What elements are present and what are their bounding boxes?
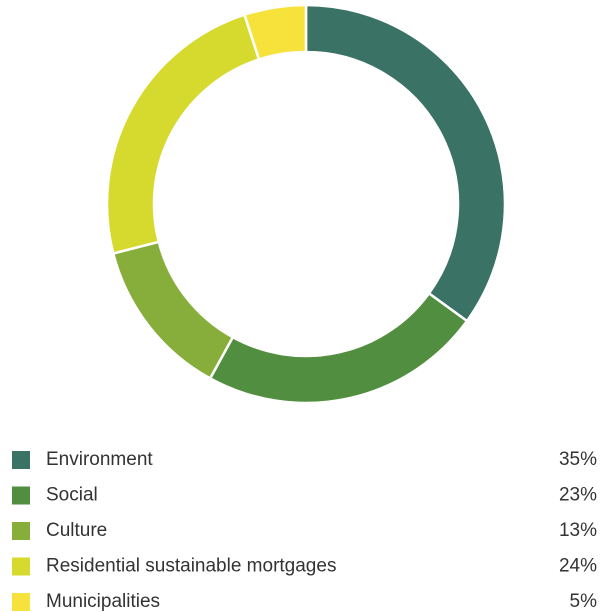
value-label: 13% [559, 520, 597, 541]
legend-swatch [12, 522, 30, 540]
value-label: 5% [570, 591, 598, 612]
legend-label: Culture [46, 520, 107, 541]
value-label: 23% [559, 485, 597, 506]
legend-swatch [12, 557, 30, 576]
legend-swatch [12, 593, 30, 611]
donut-segment [111, 240, 235, 381]
legend-swatch [12, 451, 30, 469]
donut-segment [208, 291, 469, 405]
legend-swatch [12, 486, 30, 505]
legend-label: Social [46, 485, 98, 506]
legend-label: Residential sustainable mortgages [46, 556, 336, 577]
legend-label: Environment [46, 449, 153, 470]
donut-segment [105, 13, 261, 256]
value-label: 24% [559, 556, 597, 577]
value-label: 35% [559, 449, 597, 470]
donut-segment [242, 3, 308, 62]
legend-label: Municipalities [46, 591, 160, 612]
donut-segment [304, 3, 507, 323]
